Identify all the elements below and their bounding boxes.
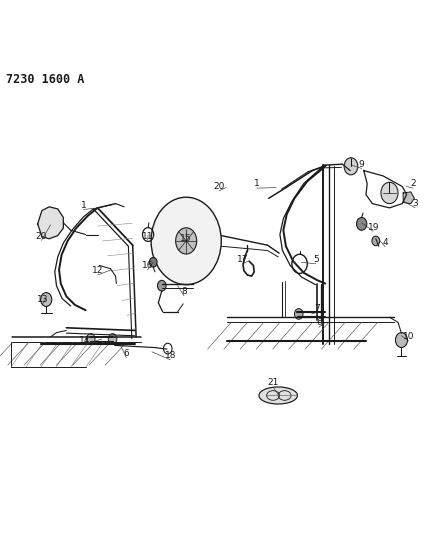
Text: 6: 6 [316, 319, 322, 327]
Circle shape [41, 293, 52, 306]
Polygon shape [38, 207, 63, 239]
Text: 10: 10 [403, 333, 414, 341]
Text: 4: 4 [382, 238, 388, 247]
Circle shape [151, 197, 221, 285]
Circle shape [108, 334, 117, 344]
Circle shape [381, 182, 398, 204]
Circle shape [158, 280, 166, 291]
Text: 11: 11 [142, 232, 153, 240]
Text: 1: 1 [80, 201, 86, 209]
Circle shape [149, 257, 157, 267]
Circle shape [357, 217, 367, 230]
Circle shape [294, 309, 303, 319]
Text: 6: 6 [123, 349, 129, 358]
Ellipse shape [259, 387, 297, 404]
Text: 5: 5 [313, 255, 319, 264]
Text: 16: 16 [142, 261, 153, 270]
Text: 2: 2 [410, 180, 416, 188]
Text: 1: 1 [254, 180, 260, 188]
Text: 12: 12 [92, 266, 103, 275]
Circle shape [344, 158, 358, 175]
Polygon shape [403, 192, 414, 204]
Circle shape [372, 236, 380, 246]
Text: 3: 3 [412, 199, 418, 208]
Text: 7230 1600 A: 7230 1600 A [6, 74, 85, 86]
Text: 7: 7 [314, 304, 320, 312]
Text: 17: 17 [237, 255, 248, 264]
Text: 9: 9 [359, 160, 365, 168]
Text: 14: 14 [79, 336, 90, 344]
Text: 8: 8 [181, 287, 187, 296]
Text: 19: 19 [368, 223, 379, 231]
Circle shape [86, 334, 95, 344]
Text: 20: 20 [214, 182, 225, 191]
Circle shape [395, 333, 407, 348]
Text: 20: 20 [36, 232, 47, 240]
Text: 21: 21 [268, 378, 279, 387]
Text: 15: 15 [181, 234, 192, 243]
Text: 18: 18 [165, 351, 176, 360]
Circle shape [175, 228, 197, 254]
Text: 13: 13 [37, 295, 48, 304]
